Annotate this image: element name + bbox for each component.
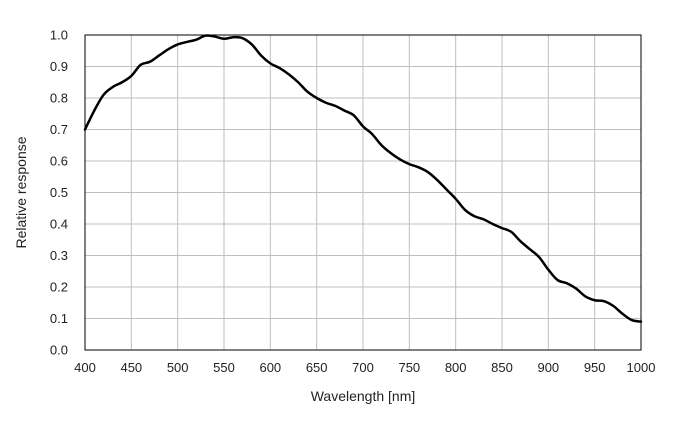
y-tick-label: 0.6 — [50, 154, 68, 169]
x-tick-label: 950 — [584, 360, 606, 375]
x-tick-label: 800 — [445, 360, 467, 375]
x-tick-label: 550 — [213, 360, 235, 375]
y-tick-label: 0.2 — [50, 280, 68, 295]
x-tick-label: 500 — [167, 360, 189, 375]
x-tick-label: 750 — [398, 360, 420, 375]
x-tick-label: 600 — [259, 360, 281, 375]
y-tick-label: 1.0 — [50, 28, 68, 43]
y-tick-label: 0.4 — [50, 217, 68, 232]
plot-area — [84, 34, 642, 351]
x-tick-label: 650 — [306, 360, 328, 375]
y-tick-label: 0.1 — [50, 311, 68, 326]
y-tick-label: 0.5 — [50, 185, 68, 200]
y-tick-label: 0.8 — [50, 91, 68, 106]
x-tick-label: 1000 — [627, 360, 656, 375]
x-tick-label: 450 — [120, 360, 142, 375]
y-tick-label: 0.3 — [50, 248, 68, 263]
x-axis-label: Wavelength [nm] — [311, 388, 416, 404]
y-tick-labels: 0.0 0.1 0.2 0.3 0.4 0.5 0.6 0.7 0.8 0.9 1.0 — [50, 28, 68, 358]
y-axis-label: Relative response — [13, 136, 29, 248]
x-tick-labels: 400 450 500 550 600 650 700 750 800 850 900 950 1000 — [74, 360, 655, 375]
x-tick-label: 850 — [491, 360, 513, 375]
y-tick-label: 0.7 — [50, 122, 68, 137]
x-tick-label: 900 — [537, 360, 559, 375]
y-tick-label: 0.0 — [50, 343, 68, 358]
x-tick-label: 400 — [74, 360, 96, 375]
grid — [84, 34, 642, 351]
x-tick-label: 700 — [352, 360, 374, 375]
series-line — [83, 34, 643, 323]
y-tick-label: 0.9 — [50, 59, 68, 74]
